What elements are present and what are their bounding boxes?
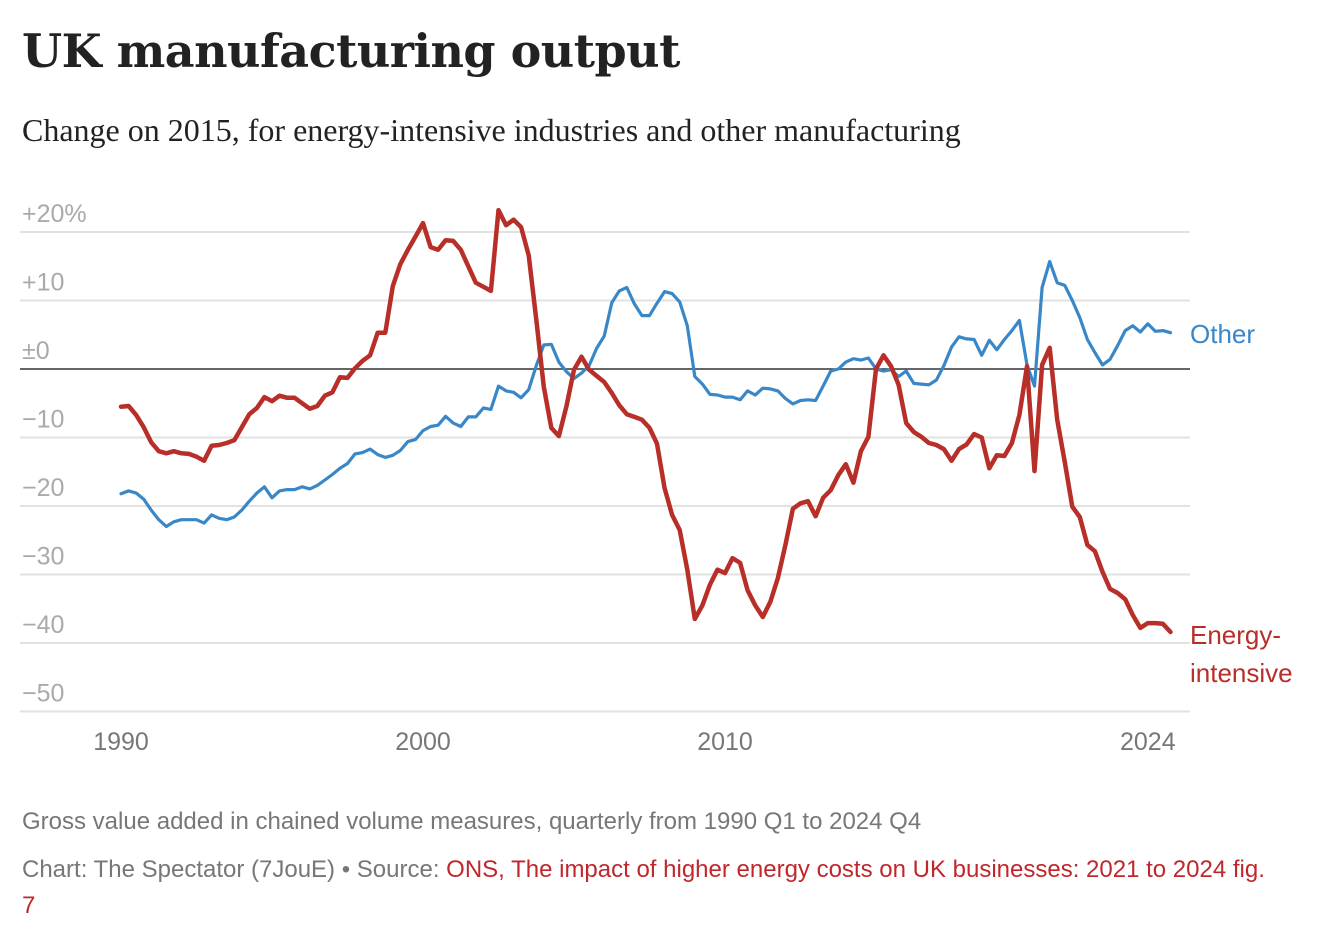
y-tick-label: −30 xyxy=(22,543,64,571)
y-tick-label: +10 xyxy=(22,269,64,297)
x-tick-label: 1990 xyxy=(93,728,149,756)
series-label-other: Other xyxy=(1190,319,1255,349)
x-tick-label: 2024 xyxy=(1120,728,1176,756)
series-line-other xyxy=(119,259,1173,529)
chart-note: Gross value added in chained volume meas… xyxy=(22,808,922,835)
source-link[interactable]: ONS, The impact of higher energy costs o… xyxy=(22,856,1265,919)
series-line-energy-intensive xyxy=(118,207,1173,635)
series-label-energy-intensive-1: Energy- xyxy=(1190,620,1281,650)
chart-credit: Chart: The Spectator (7JouE) • Source: O… xyxy=(22,852,1282,924)
x-tick-label: 2000 xyxy=(395,728,451,756)
y-tick-label: −50 xyxy=(22,680,64,708)
chart-subtitle: Change on 2015, for energy-intensive ind… xyxy=(22,112,961,148)
y-tick-label: −10 xyxy=(22,406,64,434)
chart-title: UK manufacturing output xyxy=(22,24,680,78)
y-tick-label: ±0 xyxy=(22,337,50,365)
credit-text: Chart: The Spectator (7JouE) • Source: xyxy=(22,856,447,883)
series-label-energy-intensive-2: intensive xyxy=(1190,658,1293,688)
y-tick-label: −20 xyxy=(22,474,64,502)
line-chart: +20% +10 ±0 −10 −20 −30 −40 −50 1990 2000 2010 2024… xyxy=(20,200,1293,756)
x-tick-label: 2010 xyxy=(697,728,753,756)
y-tick-label: +20% xyxy=(22,200,87,228)
y-tick-label: −40 xyxy=(22,611,64,639)
